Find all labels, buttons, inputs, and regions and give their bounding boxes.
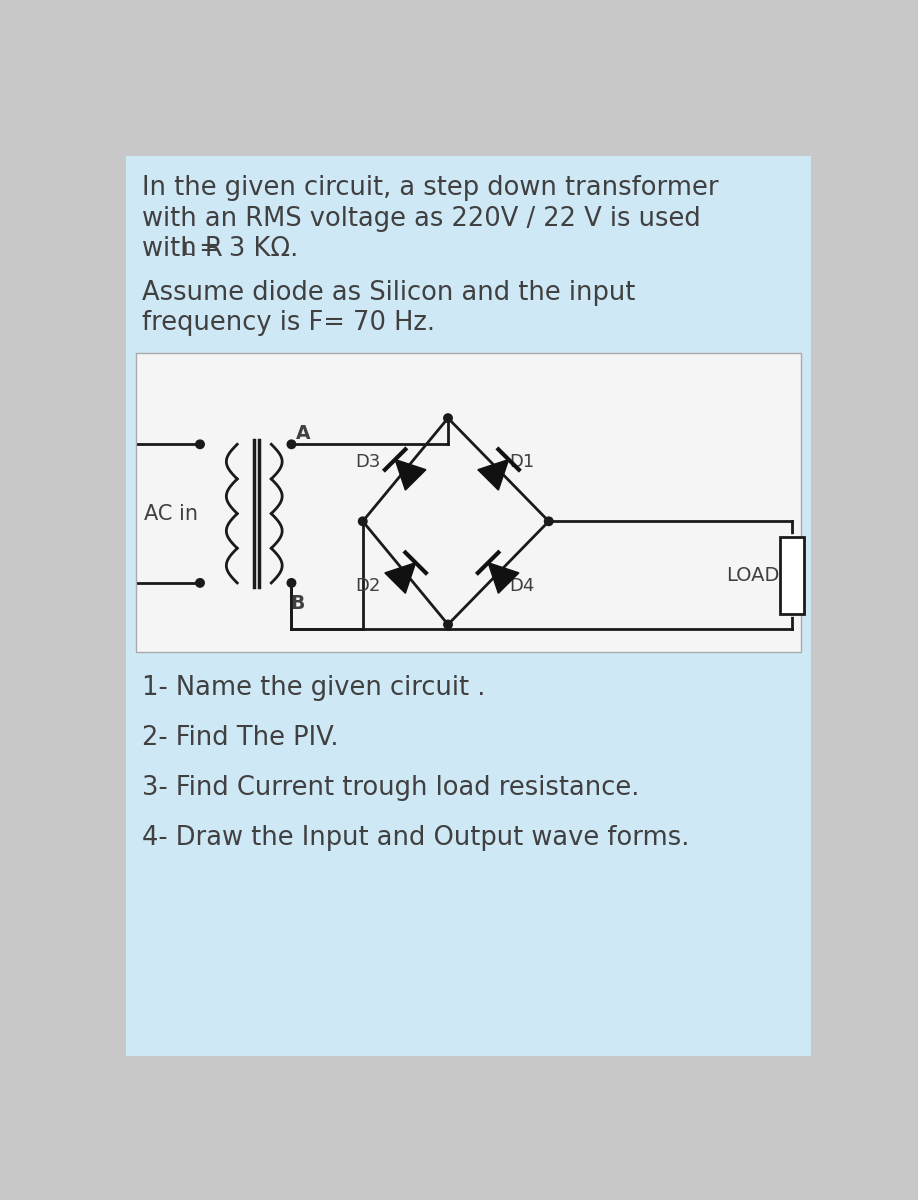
Circle shape	[287, 578, 296, 587]
Text: = 3 KΩ.: = 3 KΩ.	[192, 236, 298, 263]
Circle shape	[544, 517, 553, 526]
Bar	[780, 536, 804, 613]
Text: In the given circuit, a step down transformer: In the given circuit, a step down transf…	[142, 175, 719, 200]
Text: D1: D1	[509, 452, 534, 470]
Text: Assume diode as Silicon and the input: Assume diode as Silicon and the input	[142, 280, 635, 306]
Circle shape	[443, 414, 453, 422]
Text: B: B	[290, 594, 304, 613]
Text: 4- Draw the Input and Output wave forms.: 4- Draw the Input and Output wave forms.	[142, 826, 689, 852]
Polygon shape	[385, 563, 416, 593]
Circle shape	[196, 440, 205, 449]
Polygon shape	[478, 460, 509, 490]
Text: with R: with R	[142, 236, 223, 263]
Circle shape	[443, 620, 453, 629]
Text: LOAD: LOAD	[726, 565, 779, 584]
Circle shape	[196, 578, 205, 587]
Bar	[137, 354, 801, 653]
Text: D3: D3	[355, 452, 380, 470]
Text: AC in: AC in	[144, 504, 198, 523]
Polygon shape	[488, 563, 519, 593]
Text: D2: D2	[355, 577, 380, 595]
Text: L: L	[182, 241, 193, 259]
Polygon shape	[395, 460, 426, 490]
Text: D4: D4	[509, 577, 534, 595]
Text: frequency is F= 70 Hz.: frequency is F= 70 Hz.	[142, 311, 435, 336]
Circle shape	[359, 517, 367, 526]
Text: 2- Find The PIV.: 2- Find The PIV.	[142, 725, 339, 751]
Text: 1- Name the given circuit .: 1- Name the given circuit .	[142, 676, 486, 701]
Circle shape	[287, 440, 296, 449]
Text: A: A	[297, 425, 310, 443]
Text: 3- Find Current trough load resistance.: 3- Find Current trough load resistance.	[142, 775, 639, 802]
Text: with an RMS voltage as 220V / 22 V is used: with an RMS voltage as 220V / 22 V is us…	[142, 205, 700, 232]
